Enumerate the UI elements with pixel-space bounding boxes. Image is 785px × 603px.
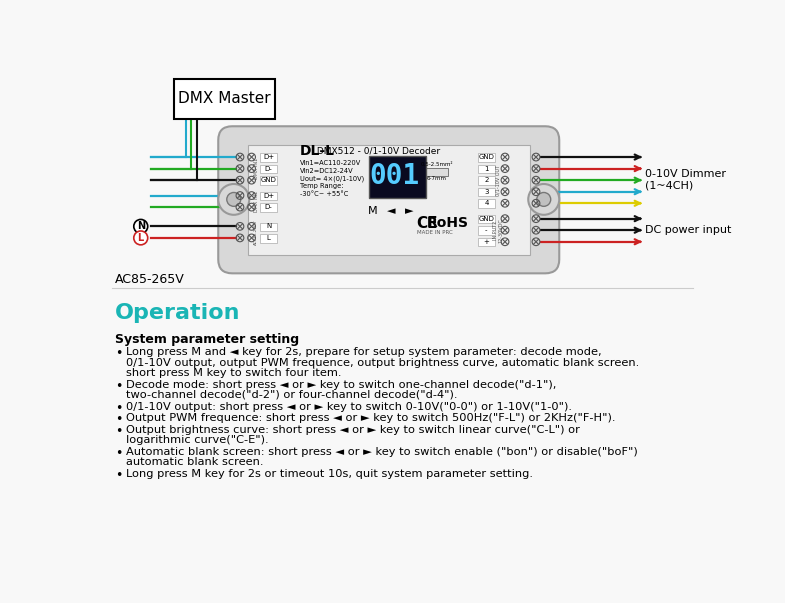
FancyBboxPatch shape [260,203,277,212]
Text: 0/1-10V OUT: 0/1-10V OUT [495,165,501,195]
Text: logarithmic curve("C-E").: logarithmic curve("C-E"). [126,435,268,445]
Text: 6-7mm: 6-7mm [427,176,447,181]
Text: Automatic blank screen: short press ◄ or ► key to switch enable ("bon") or disab: Automatic blank screen: short press ◄ or… [126,447,637,456]
FancyBboxPatch shape [248,145,530,255]
FancyBboxPatch shape [426,168,447,175]
FancyBboxPatch shape [218,126,559,273]
Text: Long press M and ◄ key for 2s, prepare for setup system parameter: decode mode,: Long press M and ◄ key for 2s, prepare f… [126,347,601,357]
Text: Output brightness curve: short press ◄ or ► key to switch linear curve("C-L") or: Output brightness curve: short press ◄ o… [126,425,580,435]
Text: Temp Range:: Temp Range: [300,183,343,189]
FancyBboxPatch shape [260,165,277,173]
FancyBboxPatch shape [478,188,495,197]
Text: IN PUT2
12-30VDC: IN PUT2 12-30VDC [493,218,503,242]
Text: M: M [367,206,378,216]
Text: AC110-220V: AC110-220V [254,219,258,245]
Text: 4: 4 [484,200,488,206]
Text: D+: D+ [263,154,274,160]
Text: ◄: ◄ [387,206,396,216]
Text: N: N [266,223,272,229]
Text: •: • [115,469,122,482]
Circle shape [528,184,559,215]
Text: ►: ► [405,206,414,216]
Text: GND: GND [479,216,495,222]
FancyBboxPatch shape [478,176,495,185]
Text: DMX IN1: DMX IN1 [254,158,259,179]
Text: •: • [115,347,122,360]
Text: +: + [484,239,489,245]
FancyBboxPatch shape [174,78,275,119]
Text: Uout= 4×(0/1-10V): Uout= 4×(0/1-10V) [300,175,364,182]
Text: Vin2=DC12-24V: Vin2=DC12-24V [300,168,353,174]
Circle shape [218,184,250,215]
Text: CE: CE [417,216,438,231]
Text: GND: GND [261,177,276,183]
Text: Vin1=AC110-220V: Vin1=AC110-220V [300,160,361,166]
Text: L: L [267,235,271,241]
Text: 1: 1 [484,166,488,172]
Text: •: • [115,380,122,393]
Text: 2: 2 [484,177,488,183]
Circle shape [133,231,148,245]
Text: -30°C~ +55°C: -30°C~ +55°C [300,191,348,197]
FancyBboxPatch shape [260,234,277,242]
FancyBboxPatch shape [478,200,495,208]
Text: DMX512 - 0/1-10V Decoder: DMX512 - 0/1-10V Decoder [313,147,440,156]
Text: DMX Master: DMX Master [178,91,271,106]
Text: 0/1-10V output: short press ◄ or ► key to switch 0-10V("0-0") or 1-10V("1-0").: 0/1-10V output: short press ◄ or ► key t… [126,402,572,411]
FancyBboxPatch shape [478,238,495,247]
Text: GND: GND [479,154,495,160]
FancyBboxPatch shape [369,156,426,198]
Text: Operation: Operation [115,303,241,323]
Circle shape [133,219,148,233]
Text: •: • [115,402,122,414]
Text: System parameter setting: System parameter setting [115,333,299,346]
Text: DMX IN2: DMX IN2 [254,191,259,212]
FancyBboxPatch shape [478,215,495,223]
Text: Output PWM frequence: short press ◄ or ► key to switch 500Hz("F-L") or 2KHz("F-H: Output PWM frequence: short press ◄ or ►… [126,413,615,423]
Text: •: • [115,447,122,459]
Text: automatic blank screen.: automatic blank screen. [126,457,264,467]
FancyBboxPatch shape [478,226,495,235]
Circle shape [227,192,241,206]
Text: 001: 001 [369,162,419,189]
Text: •: • [115,425,122,438]
FancyBboxPatch shape [478,153,495,162]
FancyBboxPatch shape [260,176,277,185]
Text: D-: D- [265,204,272,210]
Text: -: - [485,227,487,233]
Text: 3: 3 [484,189,488,195]
Text: short press M key to switch four item.: short press M key to switch four item. [126,368,341,378]
Text: two-channel decode("d-2") or four-channel decode("d-4").: two-channel decode("d-2") or four-channe… [126,390,458,400]
Text: 0-10V Dimmer
(1~4CH): 0-10V Dimmer (1~4CH) [645,169,726,191]
Text: D-: D- [265,166,272,172]
Text: Long press M key for 2s or timeout 10s, quit system parameter setting.: Long press M key for 2s or timeout 10s, … [126,469,533,479]
Text: MADE IN PRC: MADE IN PRC [418,230,453,235]
Text: DC power input: DC power input [645,225,732,235]
Text: Decode mode: short press ◄ or ► key to switch one-channel decode("d-1"),: Decode mode: short press ◄ or ► key to s… [126,380,557,390]
Text: RoHS: RoHS [427,216,469,230]
Circle shape [537,192,551,206]
Text: D+: D+ [263,192,274,198]
Text: L: L [137,233,144,243]
Text: 0/1-10V output, output PWM frequence, output brightness curve, automatic blank s: 0/1-10V output, output PWM frequence, ou… [126,358,639,368]
Text: DL-L: DL-L [300,144,334,158]
FancyBboxPatch shape [478,165,495,173]
Text: N: N [137,221,144,232]
Text: 0.5-2.5mm²: 0.5-2.5mm² [421,162,453,167]
FancyBboxPatch shape [260,192,277,200]
Text: •: • [115,413,122,426]
FancyBboxPatch shape [260,223,277,231]
Text: AC85-265V: AC85-265V [115,273,185,286]
FancyBboxPatch shape [260,153,277,162]
